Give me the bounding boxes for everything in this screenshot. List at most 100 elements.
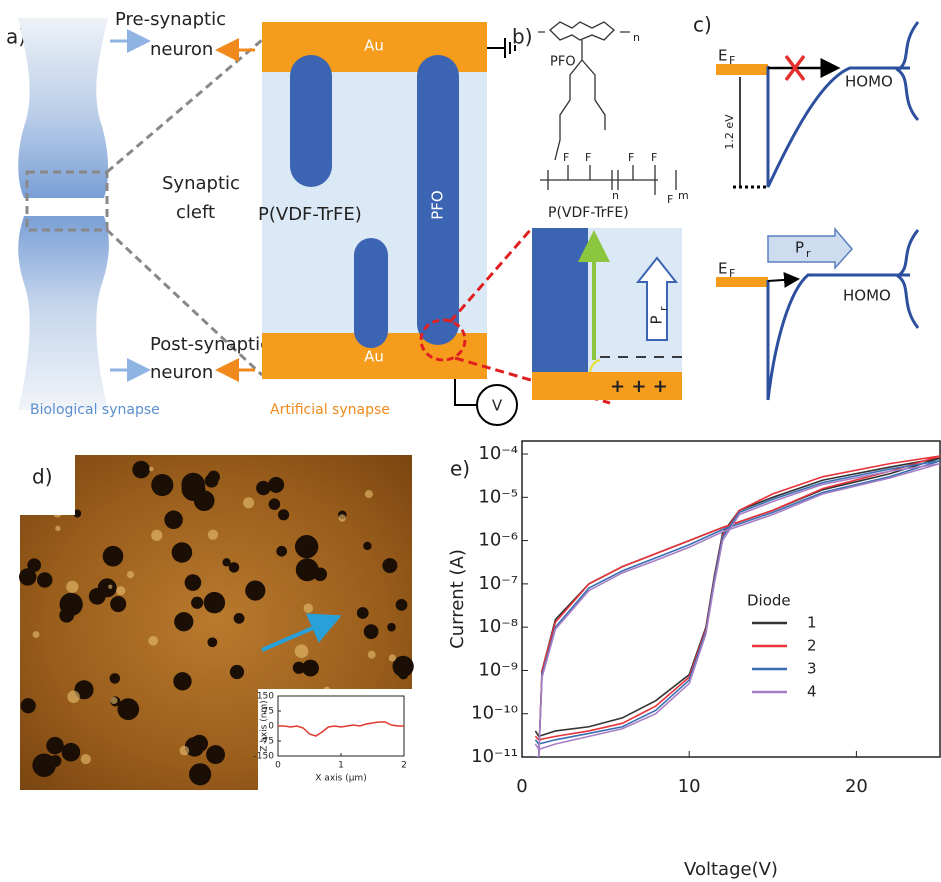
electrode-label: Au bbox=[364, 348, 384, 366]
x-tick-label: 10 bbox=[678, 776, 701, 797]
y-axis-label: Z axis (nm) bbox=[260, 700, 270, 751]
pore bbox=[103, 546, 124, 567]
pillar bbox=[354, 238, 388, 348]
atom: F bbox=[667, 193, 673, 206]
y-tick-label: 10⁻⁷ bbox=[478, 573, 518, 594]
label: HOMO bbox=[843, 287, 891, 305]
pore bbox=[293, 662, 305, 674]
caption: Biological synapse bbox=[30, 402, 160, 418]
pore bbox=[363, 542, 371, 550]
pore bbox=[357, 607, 369, 619]
bright-spot bbox=[368, 651, 376, 659]
subscript: n bbox=[612, 189, 619, 202]
pore bbox=[110, 673, 121, 684]
bright-spot bbox=[108, 585, 112, 589]
panel-label: c) bbox=[693, 13, 712, 37]
bright-spot bbox=[33, 631, 40, 638]
pore bbox=[59, 608, 74, 623]
legend-label: 2 bbox=[807, 637, 817, 655]
atom: F bbox=[585, 151, 591, 164]
ground-symbol bbox=[487, 38, 515, 58]
bright-spot bbox=[295, 644, 309, 658]
pore bbox=[398, 669, 408, 679]
y-tick-label: 10⁻¹⁰ bbox=[471, 703, 518, 724]
panel-label: b) bbox=[512, 25, 533, 49]
pore bbox=[172, 542, 193, 563]
voltage-label: V bbox=[492, 397, 503, 415]
y-tick-label: 10⁻⁸ bbox=[478, 616, 518, 637]
bright-spot bbox=[81, 754, 91, 764]
pillar-label: PFO bbox=[429, 190, 447, 219]
injection-arrow bbox=[768, 279, 798, 281]
bright-spot bbox=[338, 514, 345, 521]
label: Synaptic bbox=[162, 173, 240, 194]
pore bbox=[382, 558, 397, 573]
subscript: m bbox=[678, 189, 689, 202]
subscript: r bbox=[806, 247, 811, 260]
bright-spot bbox=[389, 654, 396, 661]
fermi-level bbox=[716, 277, 768, 287]
x-axis-label: Voltage(V) bbox=[684, 859, 778, 880]
x-tick-label: 20 bbox=[845, 776, 868, 797]
wire bbox=[455, 379, 477, 405]
subscript: F bbox=[729, 54, 735, 67]
plot-frame bbox=[522, 441, 940, 757]
pore bbox=[151, 474, 173, 496]
y-tick-label: 10⁻⁶ bbox=[478, 530, 518, 551]
bright-spot bbox=[149, 467, 154, 472]
pfo-structure bbox=[538, 22, 630, 160]
x-tick-label: 1 bbox=[338, 761, 344, 771]
legend-label: 3 bbox=[807, 660, 817, 678]
pore bbox=[62, 743, 81, 762]
series-line bbox=[535, 464, 940, 757]
pore bbox=[222, 558, 230, 566]
pore bbox=[205, 474, 219, 488]
y-tick-label: 150 bbox=[257, 692, 274, 702]
pore bbox=[21, 698, 36, 713]
label: P(VDF-TrFE) bbox=[258, 204, 362, 225]
pore bbox=[50, 755, 62, 767]
pore bbox=[387, 623, 396, 632]
pore bbox=[204, 592, 225, 613]
pore bbox=[98, 578, 117, 597]
legend-label: 1 bbox=[807, 614, 817, 632]
fermi-level bbox=[716, 64, 768, 75]
pore bbox=[245, 580, 265, 600]
bracket bbox=[898, 230, 918, 328]
y-tick-label: 10⁻¹¹ bbox=[471, 746, 518, 767]
pore bbox=[132, 461, 150, 479]
pore bbox=[164, 511, 183, 530]
pore bbox=[276, 546, 287, 557]
pore bbox=[207, 637, 217, 647]
label: neuron bbox=[150, 362, 213, 383]
label: P(VDF-TrFE) bbox=[548, 205, 629, 221]
label: cleft bbox=[176, 202, 215, 223]
legend-label: 4 bbox=[807, 683, 817, 701]
barrier-label: 1.2 eV bbox=[723, 114, 736, 150]
bright-spot bbox=[66, 581, 78, 593]
pore bbox=[269, 498, 281, 510]
electrode-label: Au bbox=[364, 37, 384, 55]
y-tick-label: 10⁻⁵ bbox=[478, 486, 518, 507]
pore bbox=[256, 481, 270, 495]
pore bbox=[191, 597, 203, 609]
pore bbox=[181, 473, 205, 497]
bright-spot bbox=[208, 530, 218, 540]
bright-spot bbox=[110, 697, 117, 704]
pore bbox=[396, 599, 408, 611]
bright-spot bbox=[151, 530, 162, 541]
bright-spot bbox=[55, 526, 60, 531]
label: Post-synaptic bbox=[150, 334, 270, 355]
pore bbox=[230, 665, 244, 679]
pfo-region bbox=[532, 228, 588, 373]
bright-spot bbox=[243, 497, 254, 508]
bright-spot bbox=[127, 571, 134, 578]
pore bbox=[206, 745, 225, 764]
x-tick-label: 0 bbox=[275, 761, 281, 771]
y-tick-label: 10⁻⁴ bbox=[478, 443, 518, 464]
x-tick-label: 2 bbox=[401, 761, 407, 771]
pore bbox=[296, 558, 319, 581]
label: HOMO bbox=[845, 73, 893, 91]
caption: Artificial synapse bbox=[270, 402, 390, 418]
